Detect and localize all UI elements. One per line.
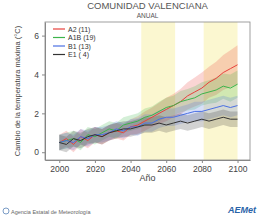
tick-label: 2080 xyxy=(193,164,212,174)
tick-mark xyxy=(95,160,96,163)
tick: 2040 xyxy=(122,160,141,174)
legend-label: B1 (13) xyxy=(68,43,91,51)
plot-area xyxy=(59,22,237,160)
legend-swatch xyxy=(53,28,65,29)
tick-mark xyxy=(42,152,45,153)
tick: 4 xyxy=(34,70,45,80)
tick: 2020 xyxy=(86,160,105,174)
tick-label: 2100 xyxy=(229,164,248,174)
legend-label: E1 ( 4) xyxy=(68,51,89,59)
tick-label: 2060 xyxy=(157,164,176,174)
legend-swatch xyxy=(53,54,65,55)
tick: 2100 xyxy=(229,160,248,174)
uncertainty-band xyxy=(59,45,237,152)
tick-mark xyxy=(166,160,167,163)
plot-frame xyxy=(45,22,250,160)
tick-label: 6 xyxy=(34,31,39,41)
source-icon xyxy=(3,208,9,214)
tick-label: 2040 xyxy=(122,164,141,174)
tick-label: 2 xyxy=(34,109,39,119)
series-line xyxy=(59,84,237,142)
title: COMUNIDAD VALENCIANA xyxy=(87,0,208,11)
chart: COMUNIDAD VALENCIANAANUAL200020202040206… xyxy=(0,0,260,218)
series-line xyxy=(59,65,237,145)
tick-mark xyxy=(238,160,239,163)
x-axis-title: Año xyxy=(139,173,155,183)
series-line xyxy=(59,117,237,144)
x-axis: 2000 2020 2040 2060 2080 2100 xyxy=(46,160,251,174)
y-axis-title: Cambio de la temperatura máxima (°C) xyxy=(13,25,22,156)
tick-mark xyxy=(42,113,45,114)
shaded-period xyxy=(141,22,175,160)
legend-label: A2 (11) xyxy=(68,26,90,34)
axis-line xyxy=(45,23,46,161)
tick-label: 4 xyxy=(34,70,39,80)
tick: 2000 xyxy=(50,160,69,174)
tick-mark xyxy=(42,36,45,37)
legend-swatch xyxy=(53,45,65,46)
subtitle: ANUAL xyxy=(137,12,159,19)
tick-label: 0 xyxy=(34,147,39,157)
tick: 6 xyxy=(34,31,45,41)
tick-mark xyxy=(202,160,203,163)
tick: 2060 xyxy=(157,160,176,174)
tick-label: 2020 xyxy=(86,164,105,174)
source: Agencia Estatal de Meteorología xyxy=(11,209,91,215)
legend-label: A1B (19) xyxy=(68,34,96,42)
tick-mark xyxy=(59,160,60,163)
series-line xyxy=(59,106,237,143)
tick: 0 xyxy=(34,147,45,157)
tick-mark xyxy=(42,74,45,75)
logo: AEMet xyxy=(227,205,257,215)
tick: 2 xyxy=(34,109,45,119)
legend-swatch xyxy=(53,37,65,38)
y-axis: 0 2 4 6 xyxy=(34,23,45,161)
tick-mark xyxy=(131,160,132,163)
tick: 2080 xyxy=(193,160,212,174)
tick-label: 2000 xyxy=(50,164,69,174)
legend: A2 (11)A1B (19)B1 (13)E1 ( 4) xyxy=(53,26,96,60)
axis-line xyxy=(46,160,251,161)
uncertainty-band xyxy=(59,71,237,151)
